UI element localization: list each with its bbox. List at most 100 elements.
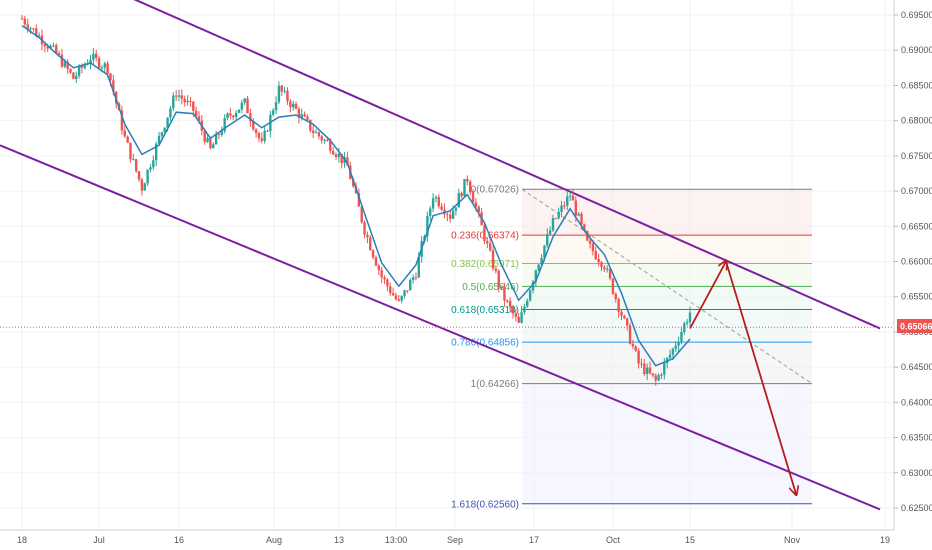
- candle-body: [212, 144, 215, 149]
- candle-body: [306, 116, 309, 120]
- channel-upper-line: [133, 0, 881, 330]
- candle-body: [123, 130, 126, 137]
- candle-body: [55, 45, 58, 54]
- candle-body: [406, 290, 409, 292]
- candle-body: [46, 46, 49, 49]
- candle-body: [434, 197, 438, 199]
- candle-body: [508, 300, 512, 307]
- candle-body: [126, 136, 129, 143]
- candle-body: [429, 208, 432, 216]
- x-tick-label: Oct: [606, 535, 621, 545]
- candle-body: [272, 110, 275, 115]
- current-price-tag-label: 0.65066: [900, 322, 932, 332]
- candle-body: [340, 153, 343, 164]
- candle-body: [129, 142, 132, 160]
- fib-band: [522, 263, 812, 287]
- chart-axes: [0, 0, 895, 531]
- candle-body: [380, 270, 383, 278]
- candle-body: [369, 237, 372, 251]
- candle-body: [52, 45, 55, 47]
- candle-body: [537, 264, 540, 271]
- y-axis-ticks: 0.69500 0.69000 0.68500 0.68000 0.67500 0.670…: [894, 10, 932, 513]
- candle-body: [351, 179, 355, 187]
- fib-trend-line: [521, 188, 813, 385]
- candle-body: [346, 157, 349, 166]
- fib-level-label: 1(0.64266): [471, 379, 519, 390]
- candle-body: [648, 367, 652, 374]
- y-tick-label: 0.64500: [901, 362, 932, 372]
- candle-body: [431, 198, 435, 209]
- candle-body: [440, 206, 443, 210]
- candle-body: [486, 241, 489, 244]
- candle-body: [628, 325, 632, 344]
- moving-average-line: [21, 24, 691, 367]
- fib-level-label: 0.618(0.65318): [451, 305, 519, 316]
- candle-body: [314, 132, 318, 134]
- candle-body: [528, 290, 532, 301]
- channel-lower-line: [0, 144, 881, 511]
- candle-body: [477, 206, 480, 213]
- x-tick-label: 16: [174, 535, 184, 545]
- candle-body: [506, 300, 509, 302]
- candle-body: [72, 72, 75, 79]
- candle-body: [166, 117, 169, 128]
- y-tick-label: 0.64000: [901, 397, 932, 407]
- fib-band: [522, 309, 812, 343]
- candle-body: [192, 101, 195, 111]
- candle-body: [77, 66, 81, 76]
- y-tick-label: 0.68500: [901, 80, 932, 90]
- candle-body: [400, 295, 403, 301]
- candle-body: [614, 293, 617, 300]
- candle-body: [291, 103, 295, 108]
- candle-body: [663, 363, 666, 375]
- candle-body: [591, 243, 595, 252]
- candle-body: [143, 183, 146, 191]
- candle-body: [540, 257, 543, 265]
- y-tick-label: 0.67500: [901, 151, 932, 161]
- candle-body: [146, 169, 149, 184]
- candle-body: [49, 45, 52, 49]
- y-tick-label: 0.66000: [901, 257, 932, 267]
- candle-body: [209, 138, 212, 149]
- x-axis-ticks: 18 Jul 16 Aug 13 13:00 Sep 17 Oct 15 Nov 19: [17, 535, 890, 545]
- candle-body: [260, 138, 263, 141]
- candle-body: [75, 75, 78, 79]
- candle-body: [494, 268, 498, 272]
- candle-body: [152, 160, 155, 168]
- candle-body: [252, 121, 255, 130]
- candle-body: [568, 195, 572, 197]
- x-tick-label: 17: [529, 535, 539, 545]
- candle-body: [180, 95, 184, 99]
- moving-average-series: [21, 24, 691, 367]
- candle-body: [548, 230, 552, 235]
- candle-body: [329, 141, 332, 151]
- candle-body: [257, 132, 261, 139]
- y-tick-label: 0.69500: [901, 10, 932, 20]
- candle-body: [449, 215, 452, 219]
- candle-body: [266, 130, 269, 132]
- candle-body: [517, 316, 520, 323]
- candle-body: [608, 268, 612, 279]
- candle-body: [534, 270, 538, 282]
- candle-body: [323, 139, 326, 141]
- candle-body: [488, 243, 492, 251]
- candle-body: [511, 306, 515, 314]
- x-tick-label: 13: [334, 535, 344, 545]
- candle-body: [383, 277, 386, 280]
- candle-body: [317, 132, 321, 137]
- fibonacci-retracement: 0(0.67026)0.236(0.66374)0.382(0.65971)0.…: [451, 185, 813, 510]
- fib-level-label: 0.5(0.65646): [462, 282, 519, 293]
- candle-body: [557, 211, 560, 219]
- candle-body: [514, 313, 518, 317]
- candle-body: [563, 205, 566, 207]
- candle-body: [283, 90, 286, 92]
- candle-body: [229, 113, 232, 116]
- candle-body: [83, 64, 87, 68]
- candle-body: [137, 171, 141, 180]
- candle-body: [97, 57, 101, 68]
- candle-body: [654, 375, 657, 381]
- candle-body: [571, 195, 575, 201]
- candle-body: [89, 59, 92, 64]
- candle-body: [134, 159, 138, 172]
